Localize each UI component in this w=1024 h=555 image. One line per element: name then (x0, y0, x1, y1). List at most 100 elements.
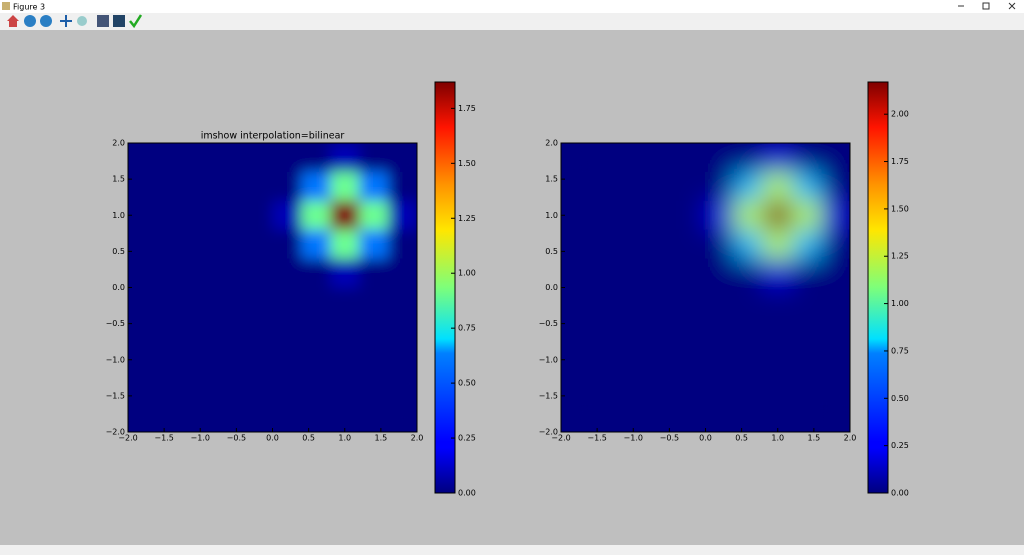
heatmap-cell (734, 374, 764, 404)
heatmap-cell (359, 403, 389, 432)
heatmap-cell (821, 171, 850, 202)
heatmap-cell (618, 345, 649, 375)
heatmap-cell (272, 171, 302, 202)
y-tick-label: 1.0 (112, 211, 125, 220)
heatmap-cell (647, 200, 678, 231)
heatmap-cell (561, 200, 591, 231)
save-button[interactable] (113, 15, 125, 27)
heatmap-cell (821, 143, 850, 173)
chart-title: imshow interpolation=bilinear (201, 131, 345, 142)
y-tick-label: −2.0 (106, 428, 125, 437)
y-tick-label: 1.5 (545, 175, 558, 184)
heatmap-cell (156, 258, 187, 288)
image-clip (561, 143, 850, 432)
app-icon (2, 2, 10, 10)
heatmap-cell (561, 143, 591, 173)
heatmap-cell (330, 374, 360, 404)
heatmap-cell (561, 287, 591, 317)
y-tick-label: 0.5 (545, 247, 558, 256)
heatmap-cell (676, 143, 706, 173)
heatmap-cell (705, 229, 735, 260)
heatmap-cell (647, 316, 678, 346)
heatmap-cell (647, 403, 678, 432)
heatmap-cell (272, 200, 302, 231)
heatmap-cell (156, 143, 187, 173)
colorbar-tick-label: 0.25 (458, 434, 476, 443)
heatmap-cell (705, 171, 735, 202)
heatmap-cell (185, 143, 216, 173)
colorbar-tick-label: 1.25 (458, 214, 476, 223)
heatmap-cell (214, 345, 245, 375)
heatmap-cell (676, 171, 706, 202)
zoom-button[interactable] (77, 16, 87, 26)
x-tick-label: 0.0 (266, 434, 279, 443)
heatmap-cell (647, 143, 678, 173)
close[interactable] (1008, 2, 1016, 10)
x-tick-label: 0.5 (735, 434, 748, 443)
heatmap-cell (705, 143, 735, 173)
heatmap-cell (792, 316, 822, 346)
heatmap-cell (561, 403, 591, 432)
heatmap-cell (185, 171, 216, 202)
x-tick-label: 1.5 (375, 434, 388, 443)
heatmap-cell (676, 403, 706, 432)
heatmap-cell (734, 200, 764, 231)
x-tick-label: −2.0 (551, 434, 570, 443)
heatmap-cell (734, 258, 764, 288)
heatmap-cell (359, 229, 389, 260)
colorbar-tick-label: 0.75 (891, 346, 909, 355)
heatmap-cell (647, 287, 678, 317)
x-tick-label: 2.0 (411, 434, 424, 443)
heatmap-cell (388, 316, 417, 346)
heatmap-cell (561, 345, 591, 375)
forward-button[interactable] (40, 15, 52, 27)
heatmap-cell (185, 258, 216, 288)
restore[interactable] (982, 2, 990, 10)
heatmap-cell (647, 171, 678, 202)
heatmap-cell (705, 403, 735, 432)
heatmap-cell (272, 316, 302, 346)
heatmap-cell (792, 171, 822, 202)
heatmap-cell (589, 171, 620, 202)
heatmap-cell (214, 316, 245, 346)
check-button[interactable] (129, 14, 143, 29)
y-tick-label: 0.5 (112, 247, 125, 256)
heatmap-cell (359, 171, 389, 202)
status-bar (0, 545, 1024, 555)
heatmap-image (561, 143, 850, 432)
heatmap-cell (272, 258, 302, 288)
heatmap-cell (676, 374, 706, 404)
heatmap-cell (792, 143, 822, 173)
heatmap-cell (705, 287, 735, 317)
heatmap-cell (388, 171, 417, 202)
x-tick-label: 1.5 (808, 434, 821, 443)
pan-button[interactable] (60, 15, 72, 27)
title-bar (0, 0, 1024, 13)
toolbar (0, 13, 1024, 30)
heatmap-cell (185, 229, 216, 260)
heatmap-cell (359, 374, 389, 404)
heatmap-cell (185, 287, 216, 317)
y-tick-label: 0.0 (112, 283, 125, 292)
colorbar-tick-label: 0.25 (891, 441, 909, 450)
y-tick-label: −1.5 (106, 391, 125, 400)
heatmap-cell (301, 316, 331, 346)
colorbar-tick-label: 1.25 (891, 252, 909, 261)
home-button[interactable] (7, 15, 19, 27)
heatmap-cell (618, 229, 649, 260)
heatmap-cell (647, 345, 678, 375)
heatmap-cell (128, 200, 158, 231)
heatmap-cell (647, 229, 678, 260)
heatmap-cell (301, 403, 331, 432)
heatmap-cell (272, 403, 302, 432)
back-button[interactable] (24, 15, 36, 27)
colorbar-tick-label: 1.75 (891, 157, 909, 166)
heatmap-cell (705, 345, 735, 375)
heatmap-cell (301, 171, 331, 202)
subplots-button[interactable] (97, 15, 109, 27)
heatmap-cell (763, 171, 793, 202)
y-tick-label: −1.0 (539, 355, 558, 364)
heatmap-cell (301, 258, 331, 288)
heatmap-cell (821, 229, 850, 260)
